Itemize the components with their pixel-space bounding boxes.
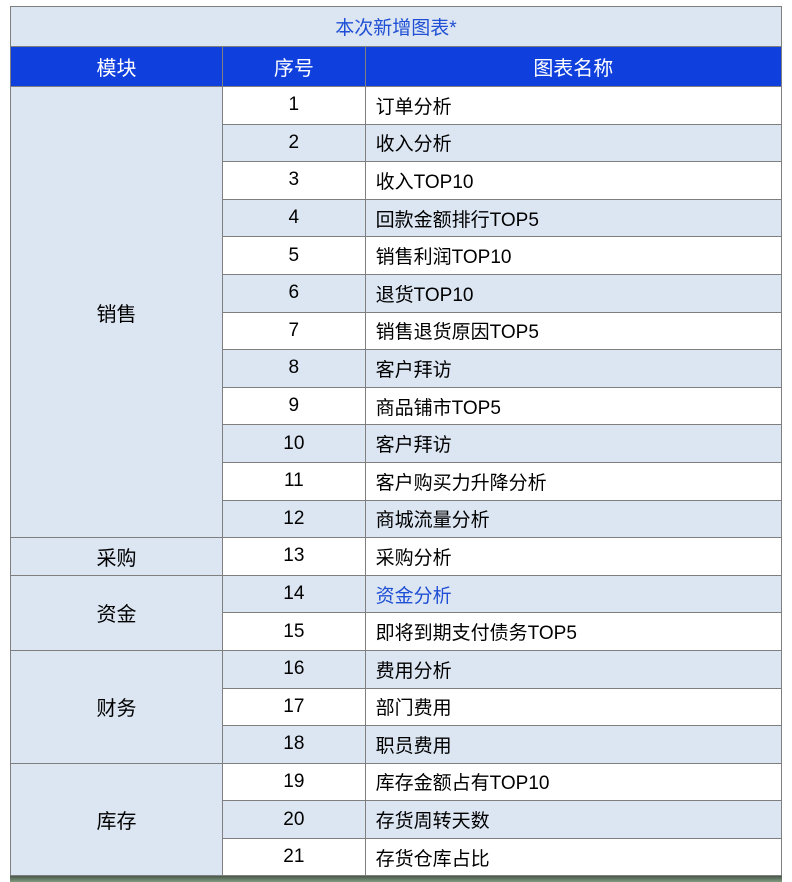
- seq-cell: 6: [223, 274, 366, 312]
- seq-cell: 8: [223, 350, 366, 388]
- name-cell: 商城流量分析: [365, 500, 781, 538]
- module-cell: 财务: [11, 650, 223, 763]
- seq-cell: 16: [223, 650, 366, 688]
- name-cell: 费用分析: [365, 650, 781, 688]
- name-cell: 客户购买力升降分析: [365, 462, 781, 500]
- name-cell: 存货仓库占比: [365, 838, 781, 876]
- bottom-shadow: [10, 876, 782, 882]
- name-cell: 职员费用: [365, 726, 781, 764]
- name-cell: 收入分析: [365, 124, 781, 162]
- module-cell: 采购: [11, 538, 223, 576]
- table-row: 资金14资金分析: [11, 575, 782, 613]
- seq-cell: 11: [223, 462, 366, 500]
- module-cell: 库存: [11, 763, 223, 876]
- name-cell: 客户拜访: [365, 350, 781, 388]
- seq-cell: 20: [223, 801, 366, 839]
- seq-cell: 13: [223, 538, 366, 576]
- seq-cell: 7: [223, 312, 366, 350]
- module-cell: 销售: [11, 87, 223, 538]
- name-cell: 库存金额占有TOP10: [365, 763, 781, 801]
- seq-cell: 4: [223, 199, 366, 237]
- seq-cell: 12: [223, 500, 366, 538]
- table-row: 销售1订单分析: [11, 87, 782, 125]
- seq-cell: 3: [223, 162, 366, 200]
- seq-cell: 18: [223, 726, 366, 764]
- col-header-seq: 序号: [223, 47, 366, 87]
- col-header-name: 图表名称: [365, 47, 781, 87]
- new-charts-table: 本次新增图表* 模块 序号 图表名称 销售1订单分析2收入分析3收入TOP104…: [10, 6, 782, 876]
- seq-cell: 10: [223, 425, 366, 463]
- table-title-row: 本次新增图表*: [11, 7, 782, 47]
- table-row: 库存19库存金额占有TOP10: [11, 763, 782, 801]
- name-cell: 商品铺市TOP5: [365, 387, 781, 425]
- name-cell: 客户拜访: [365, 425, 781, 463]
- name-cell: 存货周转天数: [365, 801, 781, 839]
- seq-cell: 15: [223, 613, 366, 651]
- seq-cell: 21: [223, 838, 366, 876]
- table-row: 财务16费用分析: [11, 650, 782, 688]
- name-cell: 回款金额排行TOP5: [365, 199, 781, 237]
- name-cell: 部门费用: [365, 688, 781, 726]
- name-cell: 销售退货原因TOP5: [365, 312, 781, 350]
- seq-cell: 2: [223, 124, 366, 162]
- name-cell: 收入TOP10: [365, 162, 781, 200]
- seq-cell: 9: [223, 387, 366, 425]
- name-cell-link[interactable]: 资金分析: [365, 575, 781, 613]
- name-cell: 即将到期支付债务TOP5: [365, 613, 781, 651]
- name-cell: 退货TOP10: [365, 274, 781, 312]
- module-cell: 资金: [11, 575, 223, 650]
- table-header-row: 模块 序号 图表名称: [11, 47, 782, 87]
- col-header-module: 模块: [11, 47, 223, 87]
- table-title: 本次新增图表*: [11, 7, 782, 47]
- seq-cell: 19: [223, 763, 366, 801]
- name-cell: 销售利润TOP10: [365, 237, 781, 275]
- seq-cell: 1: [223, 87, 366, 125]
- name-cell: 采购分析: [365, 538, 781, 576]
- table-row: 采购13采购分析: [11, 538, 782, 576]
- name-cell: 订单分析: [365, 87, 781, 125]
- seq-cell: 17: [223, 688, 366, 726]
- seq-cell: 5: [223, 237, 366, 275]
- seq-cell: 14: [223, 575, 366, 613]
